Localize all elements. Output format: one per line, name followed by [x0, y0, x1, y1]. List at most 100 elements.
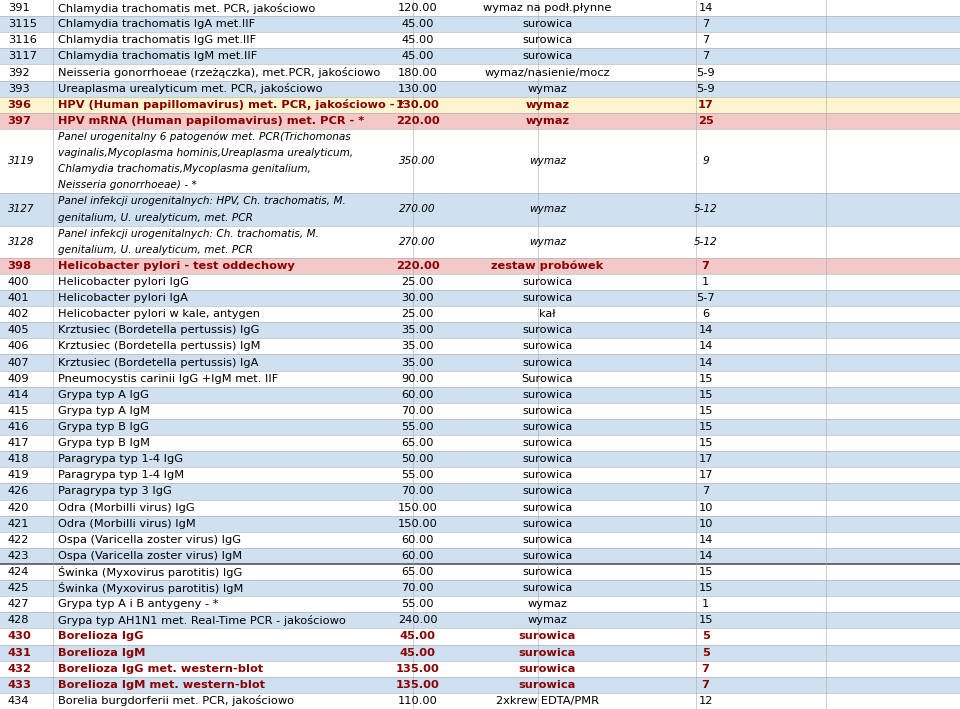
Text: Chlamydia trachomatis IgA met.IIF: Chlamydia trachomatis IgA met.IIF	[58, 19, 254, 29]
Text: 3116: 3116	[8, 35, 36, 45]
Text: 55.00: 55.00	[401, 470, 434, 481]
Text: 407: 407	[8, 357, 30, 367]
Text: 120.00: 120.00	[397, 3, 438, 13]
Bar	[0, 661, 960, 677]
Bar	[0, 677, 960, 693]
Text: 1: 1	[702, 277, 709, 287]
Text: 409: 409	[8, 374, 30, 384]
Bar	[0, 323, 960, 338]
Text: surowica: surowica	[522, 19, 572, 29]
Text: 17: 17	[698, 470, 713, 481]
Text: 3128: 3128	[8, 237, 35, 247]
Text: 150.00: 150.00	[397, 519, 438, 529]
Bar	[0, 81, 960, 96]
Text: 414: 414	[8, 390, 29, 400]
Text: 55.00: 55.00	[401, 599, 434, 609]
Bar	[0, 16, 960, 32]
Text: HPV (Human papillomavirus) met. PCR, jakościowo - *: HPV (Human papillomavirus) met. PCR, jak…	[58, 99, 404, 110]
Text: 3117: 3117	[8, 51, 36, 62]
Text: 397: 397	[8, 116, 32, 126]
Bar	[0, 0, 960, 16]
Text: 90.00: 90.00	[401, 374, 434, 384]
Text: wymaz/nasienie/mocz: wymaz/nasienie/mocz	[485, 67, 610, 77]
Text: 421: 421	[8, 519, 29, 529]
Bar	[0, 548, 960, 564]
Bar	[0, 371, 960, 386]
Text: surowica: surowica	[522, 406, 572, 416]
Text: Chlamydia trachomatis met. PCR, jakościowo: Chlamydia trachomatis met. PCR, jakościo…	[58, 3, 315, 13]
Text: 9: 9	[703, 156, 708, 166]
Text: 70.00: 70.00	[401, 406, 434, 416]
Text: surowica: surowica	[522, 357, 572, 367]
Text: 420: 420	[8, 503, 29, 513]
Text: 422: 422	[8, 535, 29, 545]
Text: Ospa (Varicella zoster virus) IgG: Ospa (Varicella zoster virus) IgG	[58, 535, 241, 545]
Text: Ureaplasma urealyticum met. PCR, jakościowo: Ureaplasma urealyticum met. PCR, jakości…	[58, 83, 323, 94]
Bar	[0, 338, 960, 354]
Text: Grypa typ A IgG: Grypa typ A IgG	[58, 390, 149, 400]
Text: surowica: surowica	[522, 454, 572, 464]
Bar	[0, 129, 960, 194]
Text: 423: 423	[8, 551, 29, 561]
Bar	[0, 419, 960, 435]
Text: 17: 17	[698, 454, 713, 464]
Text: 55.00: 55.00	[401, 422, 434, 432]
Text: surowica: surowica	[522, 470, 572, 481]
Text: 391: 391	[8, 3, 30, 13]
Text: kał: kał	[539, 309, 556, 319]
Text: 110.00: 110.00	[397, 696, 438, 706]
Text: 60.00: 60.00	[401, 390, 434, 400]
Text: Surowica: Surowica	[521, 374, 573, 384]
Text: surowica: surowica	[518, 632, 576, 642]
Text: 433: 433	[8, 680, 32, 690]
Text: 130.00: 130.00	[396, 100, 440, 110]
Text: 15: 15	[698, 390, 713, 400]
Text: Krztusiec (Bordetella pertussis) IgG: Krztusiec (Bordetella pertussis) IgG	[58, 325, 259, 335]
Bar	[0, 32, 960, 48]
Text: 417: 417	[8, 438, 30, 448]
Text: 220.00: 220.00	[396, 261, 440, 271]
Bar	[0, 580, 960, 596]
Bar	[0, 113, 960, 129]
Text: 45.00: 45.00	[399, 632, 436, 642]
Bar	[0, 274, 960, 290]
Text: 415: 415	[8, 406, 30, 416]
Text: 10: 10	[698, 503, 713, 513]
Bar	[0, 403, 960, 419]
Text: surowica: surowica	[522, 535, 572, 545]
Text: Pneumocystis carinii IgG +IgM met. IIF: Pneumocystis carinii IgG +IgM met. IIF	[58, 374, 277, 384]
Text: Grypa typ B IgM: Grypa typ B IgM	[58, 438, 150, 448]
Text: 45.00: 45.00	[401, 35, 434, 45]
Text: Neisseria gonorrhoeae) - *: Neisseria gonorrhoeae) - *	[58, 180, 197, 190]
Bar	[0, 596, 960, 613]
Text: 60.00: 60.00	[401, 551, 434, 561]
Text: 135.00: 135.00	[396, 664, 440, 674]
Text: 3127: 3127	[8, 204, 35, 215]
Text: Grypa typ A i B antygeny - *: Grypa typ A i B antygeny - *	[58, 599, 218, 609]
Bar	[0, 290, 960, 306]
Text: 416: 416	[8, 422, 29, 432]
Text: 5-9: 5-9	[696, 84, 715, 94]
Text: 65.00: 65.00	[401, 567, 434, 577]
Text: 270.00: 270.00	[399, 204, 436, 215]
Text: 15: 15	[698, 422, 713, 432]
Text: surowica: surowica	[522, 551, 572, 561]
Text: surowica: surowica	[522, 325, 572, 335]
Text: Borelioza IgM met. western-blot: Borelioza IgM met. western-blot	[58, 680, 265, 690]
Text: 1: 1	[702, 599, 709, 609]
Text: 393: 393	[8, 84, 30, 94]
Text: Paragrypa typ 1-4 IgG: Paragrypa typ 1-4 IgG	[58, 454, 182, 464]
Bar	[0, 306, 960, 323]
Text: 50.00: 50.00	[401, 454, 434, 464]
Text: 240.00: 240.00	[397, 615, 438, 625]
Bar	[0, 386, 960, 403]
Text: 419: 419	[8, 470, 30, 481]
Text: Paragrypa typ 3 IgG: Paragrypa typ 3 IgG	[58, 486, 171, 496]
Text: 432: 432	[8, 664, 32, 674]
Text: 431: 431	[8, 647, 32, 658]
Text: 30.00: 30.00	[401, 293, 434, 303]
Text: 135.00: 135.00	[396, 680, 440, 690]
Bar	[0, 65, 960, 81]
Text: 45.00: 45.00	[401, 51, 434, 62]
Bar	[0, 628, 960, 644]
